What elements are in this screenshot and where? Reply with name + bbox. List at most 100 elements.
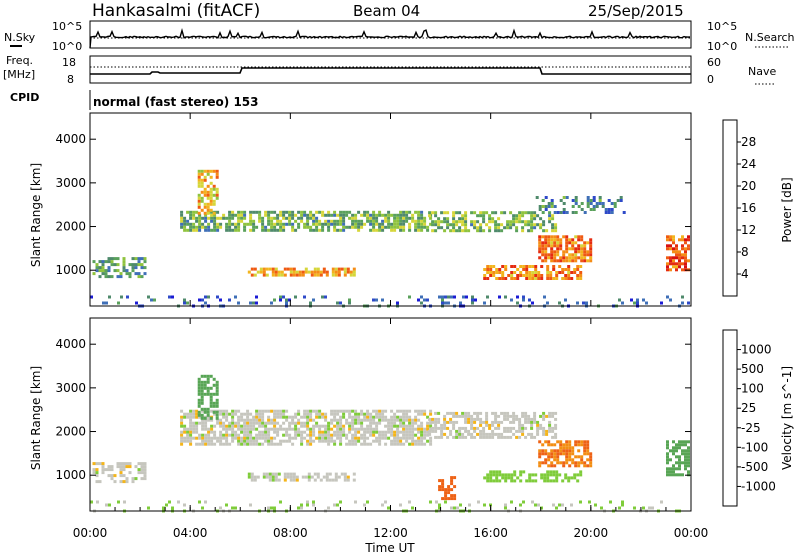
data-cell xyxy=(342,409,346,413)
data-cell xyxy=(243,216,247,220)
data-cell xyxy=(324,418,328,422)
data-cell xyxy=(444,500,447,504)
data-cell xyxy=(294,213,298,217)
data-cell xyxy=(470,435,474,439)
data-cell xyxy=(562,449,566,453)
data-cell xyxy=(528,274,532,277)
data-cell xyxy=(470,414,474,418)
data-cell xyxy=(271,270,275,274)
data-cell xyxy=(247,472,251,476)
data-cell xyxy=(310,270,314,274)
data-cell xyxy=(215,187,219,191)
data-cell xyxy=(473,417,477,421)
data-cell xyxy=(189,439,193,443)
data-cell xyxy=(489,479,493,483)
data-cell xyxy=(541,211,545,214)
data-cell xyxy=(512,432,516,436)
data-cell xyxy=(270,228,274,232)
data-cell xyxy=(543,295,546,299)
data-cell xyxy=(264,409,268,413)
data-cell xyxy=(524,420,528,424)
data-cell xyxy=(501,271,505,274)
data-cell xyxy=(339,415,343,419)
data-cell xyxy=(405,433,409,437)
data-cell xyxy=(315,222,319,226)
data-cell xyxy=(461,214,465,218)
data-cell xyxy=(306,415,310,419)
data-cell xyxy=(411,424,415,428)
data-cell xyxy=(110,468,114,472)
data-cell xyxy=(183,412,187,416)
data-cell xyxy=(642,506,645,510)
data-cell xyxy=(402,216,406,220)
data-cell xyxy=(270,418,274,422)
power-panel-frame xyxy=(89,112,692,307)
data-cell xyxy=(92,468,96,472)
data-cell xyxy=(495,479,499,483)
data-cell xyxy=(234,213,238,217)
data-cell xyxy=(405,418,409,422)
data-cell xyxy=(544,458,548,462)
data-cell xyxy=(396,415,400,419)
data-cell xyxy=(346,267,350,271)
data-cell xyxy=(687,464,690,468)
data-cell xyxy=(147,295,150,299)
data-cell xyxy=(206,386,210,390)
data-cell xyxy=(228,210,232,214)
data-cell xyxy=(536,432,540,436)
data-cell xyxy=(267,222,271,226)
data-cell xyxy=(261,436,265,440)
data-cell xyxy=(577,256,581,260)
data-cell xyxy=(518,211,522,215)
data-cell xyxy=(324,430,328,434)
data-cell xyxy=(372,210,376,214)
data-cell xyxy=(426,439,430,443)
data-cell xyxy=(556,458,560,462)
data-cell xyxy=(434,435,438,439)
data-cell xyxy=(357,225,361,229)
data-cell xyxy=(204,421,208,425)
data-cell xyxy=(321,210,325,214)
data-cell xyxy=(681,440,684,444)
data-cell xyxy=(568,443,572,447)
data-cell xyxy=(360,442,364,446)
data-cell xyxy=(369,415,373,419)
data-cell xyxy=(294,430,298,434)
data-cell xyxy=(571,199,575,202)
data-cell xyxy=(550,235,554,239)
data-cell xyxy=(276,412,280,416)
data-cell xyxy=(387,213,391,217)
data-cell xyxy=(393,439,397,443)
data-cell xyxy=(461,229,465,233)
data-cell xyxy=(489,473,493,477)
data-cell xyxy=(216,418,220,422)
data-cell xyxy=(390,415,394,419)
data-cell xyxy=(565,256,569,260)
data-cell xyxy=(339,421,343,425)
data-cell xyxy=(348,439,352,443)
data-cell xyxy=(491,432,495,436)
data-cell xyxy=(330,213,334,217)
data-cell xyxy=(473,211,477,215)
data-cell xyxy=(107,474,111,478)
data-cell xyxy=(140,468,144,472)
data-cell xyxy=(541,241,545,245)
data-cell xyxy=(498,268,502,271)
data-cell xyxy=(204,439,208,443)
data-cell xyxy=(291,442,295,446)
data-cell xyxy=(237,418,241,422)
data-cell xyxy=(177,500,180,504)
data-cell xyxy=(544,247,548,251)
data-cell xyxy=(455,211,459,215)
data-cell xyxy=(452,435,456,439)
data-cell xyxy=(642,298,645,302)
data-cell xyxy=(530,211,534,215)
data-cell xyxy=(289,273,293,277)
data-cell xyxy=(576,268,580,271)
data-cell xyxy=(437,226,441,230)
data-cell xyxy=(234,436,238,440)
data-cell xyxy=(143,471,147,475)
data-cell xyxy=(489,271,493,274)
data-cell xyxy=(551,435,555,439)
data-cell xyxy=(189,216,193,220)
